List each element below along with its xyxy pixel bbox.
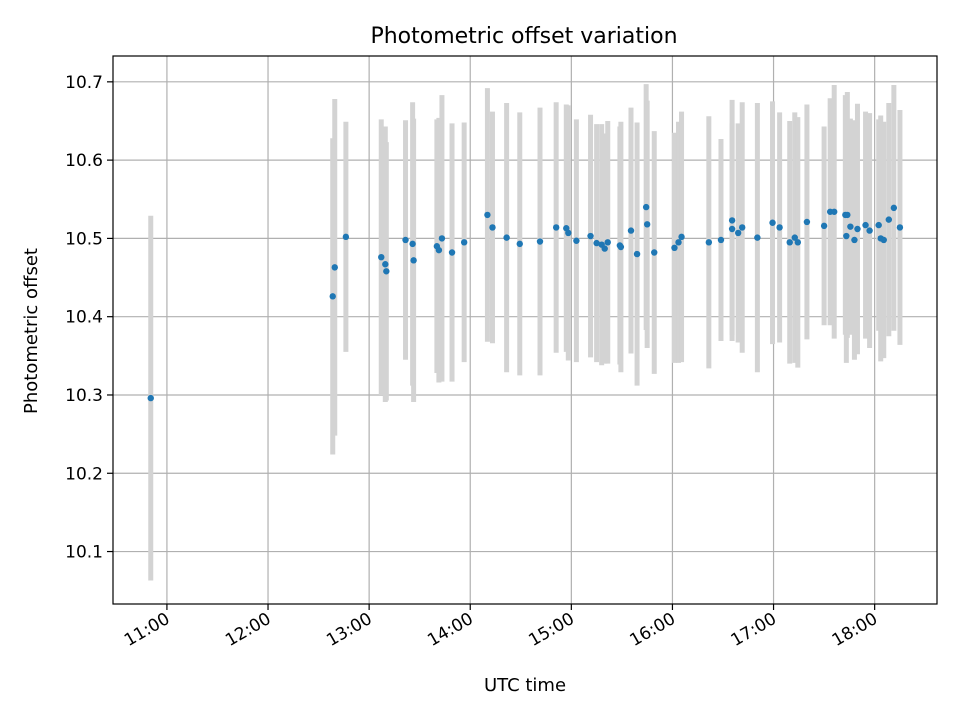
data-point	[329, 293, 336, 300]
data-point	[831, 208, 838, 215]
data-point	[633, 250, 641, 258]
data-point	[678, 233, 685, 241]
data-point	[147, 394, 154, 402]
x-tick-label: 12:00	[222, 609, 274, 651]
data-point	[627, 227, 635, 234]
data-point	[717, 236, 725, 244]
data-point	[342, 233, 350, 241]
data-point	[331, 264, 338, 271]
data-point	[448, 249, 456, 256]
y-tick-label: 10.2	[65, 464, 103, 484]
y-tick-label: 10.4	[65, 308, 103, 328]
data-point	[728, 217, 736, 224]
x-axis-ticks: 11:00 12:00 13:00 14:00 15:00 16:00 17:00 18:00	[121, 604, 881, 651]
y-tick-label: 10.6	[65, 151, 103, 171]
data-point	[844, 211, 851, 219]
data-point	[890, 204, 898, 212]
data-point	[794, 239, 802, 246]
x-tick-label: 15:00	[525, 609, 577, 651]
y-tick-label: 10.1	[65, 543, 103, 563]
data-point	[754, 234, 761, 241]
error-bars	[148, 84, 903, 581]
data-point	[410, 257, 417, 264]
data-point	[866, 227, 873, 234]
data-point	[383, 268, 390, 275]
grid	[113, 56, 937, 604]
data-point	[552, 224, 560, 231]
x-tick-label: 16:00	[627, 609, 679, 651]
data-point	[565, 229, 572, 237]
data-point	[489, 224, 496, 231]
data-point	[604, 239, 611, 246]
data-point	[820, 222, 828, 230]
data-point	[382, 261, 389, 268]
plot-frame	[112, 55, 938, 605]
data-point	[776, 224, 783, 231]
data-point	[593, 239, 600, 247]
data-point	[786, 239, 793, 246]
data-point	[651, 249, 658, 256]
data-point	[705, 239, 713, 246]
data-point	[587, 232, 594, 240]
data-point	[402, 236, 409, 244]
data-point	[601, 245, 608, 252]
y-tick-label: 10.3	[65, 386, 103, 406]
data-point	[739, 224, 746, 231]
x-tick-label: 17:00	[728, 609, 780, 651]
y-axis-label: Photometric offset	[21, 248, 42, 414]
data-point	[734, 229, 742, 237]
x-tick-label: 18:00	[829, 609, 881, 651]
data-point	[875, 221, 882, 229]
data-point	[851, 236, 858, 244]
data-point	[460, 239, 468, 246]
data-points	[147, 203, 904, 402]
data-point	[803, 218, 811, 226]
y-tick-label: 10.5	[65, 229, 103, 249]
data-point	[378, 253, 385, 261]
data-point	[862, 221, 869, 229]
data-point	[728, 225, 736, 233]
x-tick-label: 13:00	[323, 609, 375, 651]
data-point	[843, 232, 850, 240]
data-point	[435, 246, 443, 254]
data-point	[536, 238, 544, 245]
data-point	[885, 216, 893, 223]
x-tick-label: 14:00	[424, 609, 476, 651]
data-point	[847, 223, 854, 230]
data-point	[675, 239, 682, 246]
data-point	[854, 225, 861, 233]
data-point	[516, 240, 523, 248]
data-point	[503, 234, 510, 241]
data-point	[484, 211, 491, 219]
x-tick-label: 11:00	[121, 609, 173, 651]
data-point	[573, 237, 580, 244]
data-point	[671, 244, 678, 251]
data-point	[409, 240, 416, 248]
data-point	[438, 235, 446, 242]
data-point	[880, 236, 887, 244]
x-axis-label: UTC time	[484, 675, 566, 696]
data-point	[617, 243, 625, 251]
y-axis-ticks: 10.1 10.2 10.3 10.4 10.5 10.6 10.7	[65, 73, 113, 563]
data-point	[896, 224, 904, 231]
y-tick-label: 10.7	[65, 73, 103, 93]
data-point	[642, 203, 650, 211]
data-point	[643, 221, 651, 228]
chart-title: Photometric offset variation	[370, 24, 677, 49]
data-point	[769, 219, 776, 226]
data-point	[791, 234, 798, 241]
